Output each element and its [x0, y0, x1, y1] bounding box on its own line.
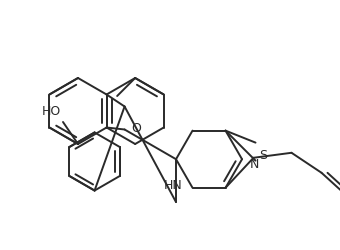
- Text: HN: HN: [164, 178, 183, 192]
- Text: N: N: [250, 157, 259, 170]
- Text: O: O: [132, 122, 141, 134]
- Text: HO: HO: [42, 104, 61, 118]
- Text: S: S: [259, 149, 268, 162]
